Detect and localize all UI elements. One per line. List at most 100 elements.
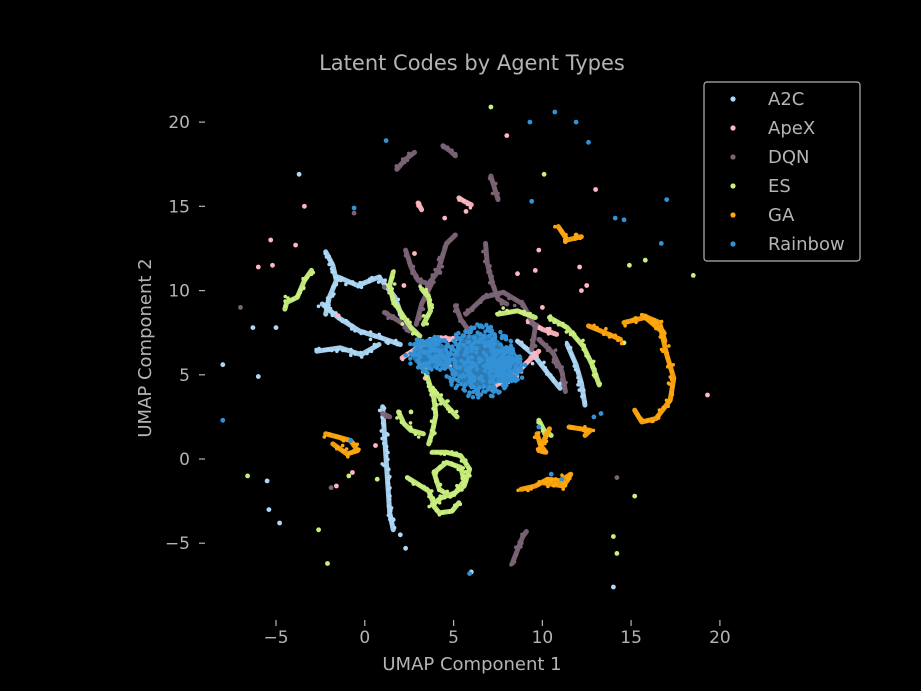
data-point xyxy=(491,374,497,379)
data-point xyxy=(340,319,345,324)
data-point xyxy=(548,479,553,484)
data-point xyxy=(459,358,464,364)
data-point xyxy=(536,435,541,440)
data-point xyxy=(451,347,456,352)
data-point xyxy=(408,478,412,482)
data-point xyxy=(383,278,388,283)
data-point xyxy=(437,255,442,260)
data-point xyxy=(383,138,389,144)
data-point xyxy=(545,348,550,353)
data-point xyxy=(411,264,416,269)
data-point xyxy=(445,489,450,494)
data-point xyxy=(447,451,451,455)
data-point xyxy=(478,392,484,397)
data-point xyxy=(354,449,358,454)
data-point xyxy=(331,285,335,289)
data-point xyxy=(343,348,348,353)
data-point xyxy=(424,314,429,319)
data-point xyxy=(475,391,480,397)
data-point xyxy=(614,551,620,556)
data-point xyxy=(220,362,226,368)
data-point xyxy=(250,325,256,330)
data-point xyxy=(445,461,450,465)
data-point xyxy=(506,292,510,297)
data-point xyxy=(458,502,463,507)
data-point xyxy=(551,376,555,380)
data-point xyxy=(414,332,419,337)
data-point xyxy=(516,488,520,493)
data-point xyxy=(401,283,407,288)
data-point xyxy=(541,479,545,484)
data-point xyxy=(463,469,468,474)
data-point xyxy=(431,424,436,429)
data-point xyxy=(494,352,499,358)
data-point xyxy=(522,309,526,314)
data-point xyxy=(551,351,556,356)
data-point xyxy=(590,360,594,365)
data-point xyxy=(428,298,433,302)
data-point xyxy=(563,238,567,242)
data-point xyxy=(454,451,459,455)
data-point xyxy=(634,320,638,325)
data-point xyxy=(347,322,352,327)
data-point xyxy=(526,488,530,493)
data-point xyxy=(513,364,519,369)
data-point xyxy=(491,280,496,284)
data-point xyxy=(433,417,438,421)
data-point xyxy=(468,205,473,210)
data-point xyxy=(438,482,443,487)
data-point xyxy=(469,364,475,369)
data-point xyxy=(442,510,446,514)
data-point xyxy=(432,280,436,284)
data-point xyxy=(456,345,462,351)
data-point xyxy=(445,357,451,362)
data-point xyxy=(541,171,547,177)
data-point xyxy=(611,534,616,539)
data-point xyxy=(453,232,457,237)
data-point xyxy=(431,406,435,411)
data-point xyxy=(636,412,640,417)
data-point xyxy=(301,276,305,281)
data-point xyxy=(386,487,391,491)
data-point xyxy=(486,327,492,332)
data-point xyxy=(642,257,648,263)
data-point xyxy=(291,297,295,302)
x-tick-label: −5 xyxy=(263,628,288,648)
data-point xyxy=(580,394,584,399)
legend-label-es: ES xyxy=(768,176,791,197)
data-point xyxy=(443,347,448,352)
data-point xyxy=(429,419,434,424)
legend-label-a2c: A2C xyxy=(768,89,804,110)
y-tick-label: 0 xyxy=(179,450,190,470)
data-point xyxy=(463,328,469,334)
data-point xyxy=(405,475,409,480)
data-point xyxy=(507,296,511,301)
data-point xyxy=(329,267,334,271)
data-point xyxy=(532,334,537,339)
data-point xyxy=(476,339,481,345)
x-tick-label: 15 xyxy=(620,628,642,648)
chart-title: Latent Codes by Agent Types xyxy=(319,51,625,75)
data-point xyxy=(449,408,454,412)
data-point xyxy=(457,198,461,202)
data-point xyxy=(583,400,588,404)
data-point xyxy=(455,308,460,313)
data-point xyxy=(568,332,573,337)
data-point xyxy=(558,227,563,231)
data-point xyxy=(419,365,424,371)
legend-marker-apex xyxy=(730,125,736,131)
data-point xyxy=(548,314,553,318)
data-point xyxy=(465,360,470,365)
data-point xyxy=(522,362,528,368)
data-point xyxy=(520,303,524,308)
data-point xyxy=(444,344,449,349)
data-point xyxy=(667,344,671,348)
data-point xyxy=(583,425,587,429)
data-point xyxy=(513,369,519,374)
data-point xyxy=(554,358,558,363)
data-point xyxy=(431,496,436,500)
legend-label-apex: ApeX xyxy=(768,118,815,139)
data-point xyxy=(474,350,479,355)
data-point xyxy=(652,317,657,322)
data-point xyxy=(669,377,674,382)
